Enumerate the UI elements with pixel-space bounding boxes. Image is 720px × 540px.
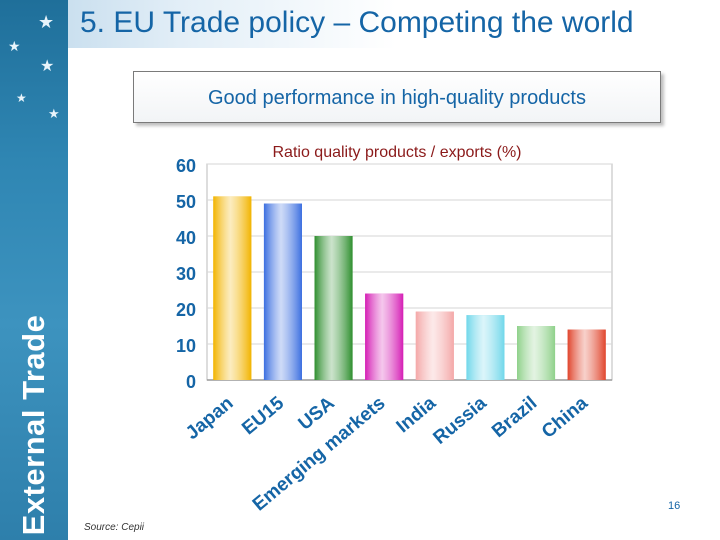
bar-russia xyxy=(466,315,505,380)
bar-emerging-markets xyxy=(365,293,404,380)
y-tick-label: 20 xyxy=(176,300,196,320)
x-tick-label: Japan xyxy=(182,393,238,444)
y-tick-label: 60 xyxy=(176,156,196,176)
bar-india xyxy=(415,311,454,380)
header-band xyxy=(0,0,720,48)
bar-japan xyxy=(213,196,252,380)
bar-eu15 xyxy=(263,203,302,380)
y-tick-label: 10 xyxy=(176,336,196,356)
chart-title: Ratio quality products / exports (%) xyxy=(273,144,522,161)
star-icon: ★ xyxy=(38,12,55,33)
bar-highlight xyxy=(567,329,606,380)
x-tick-label: China xyxy=(538,392,592,442)
source-note: Source: Cepii xyxy=(84,522,145,533)
subtitle-box: Good performance in high-quality product… xyxy=(133,71,661,123)
bar-highlight xyxy=(263,203,302,380)
star-icon: ★ xyxy=(48,107,60,122)
x-tick-label: Brazil xyxy=(488,393,541,442)
bar-highlight xyxy=(213,196,252,380)
page-number: 16 xyxy=(668,500,681,512)
star-icon: ★ xyxy=(40,56,55,75)
y-tick-label: 0 xyxy=(186,372,196,392)
bar-china xyxy=(567,329,606,380)
y-tick-label: 40 xyxy=(176,228,196,248)
star-icon: ★ xyxy=(16,91,27,105)
slide-title: 5. EU Trade policy – Competing the world xyxy=(80,6,634,39)
y-tick-label: 30 xyxy=(176,264,196,284)
bar-highlight xyxy=(415,311,454,380)
bar-highlight xyxy=(365,293,404,380)
y-tick-label: 50 xyxy=(176,192,196,212)
slide-subtitle: Good performance in high-quality product… xyxy=(208,87,586,109)
star-icon: ★ xyxy=(8,39,21,55)
bar-brazil xyxy=(517,326,556,380)
x-tick-label: Russia xyxy=(429,392,491,448)
bar-highlight xyxy=(466,315,505,380)
sidebar: ★ ★ ★ ★ ★ External Trade xyxy=(0,0,68,540)
bar-highlight xyxy=(517,326,556,380)
bar-highlight xyxy=(314,236,353,380)
bar-usa xyxy=(314,236,353,380)
x-tick-label: EU15 xyxy=(238,392,288,439)
